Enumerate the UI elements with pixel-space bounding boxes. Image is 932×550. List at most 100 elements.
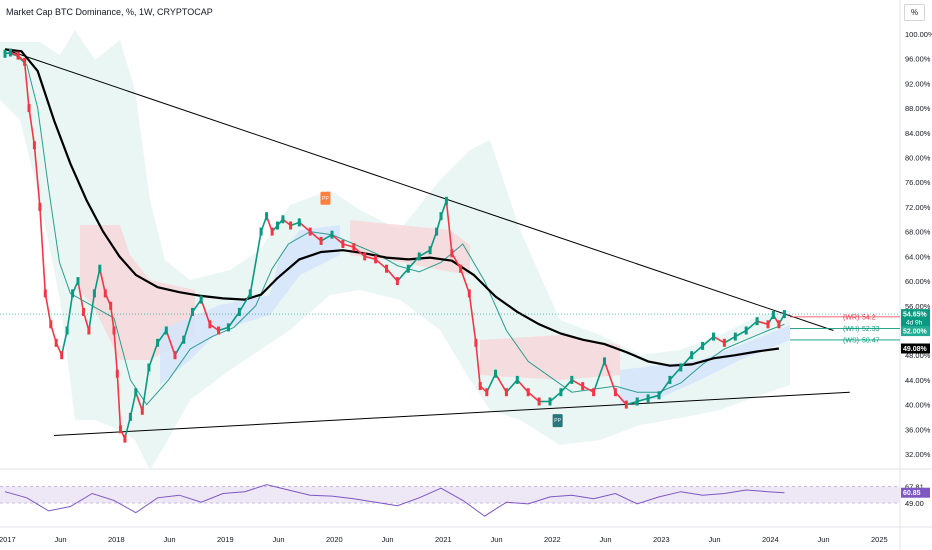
x-tick-label: Jun <box>709 535 721 544</box>
price-segment <box>342 243 355 248</box>
price-candle <box>459 264 463 273</box>
price-segment <box>505 379 518 393</box>
price-candle <box>428 246 432 255</box>
x-tick-label: 2022 <box>544 535 561 544</box>
price-segment <box>713 335 725 344</box>
price-candle <box>635 397 639 406</box>
price-candle <box>281 215 285 224</box>
price-candle <box>592 388 596 397</box>
price-segment <box>218 326 229 332</box>
price-segment <box>364 255 376 261</box>
price-candle <box>248 289 252 298</box>
price-segment <box>571 379 584 387</box>
price-candle <box>8 48 12 57</box>
price-candle <box>485 388 489 397</box>
percent-scale-button[interactable]: % <box>904 4 925 21</box>
price-segment <box>249 231 262 294</box>
price-segment <box>626 400 638 406</box>
price-badge-value: 54.65% <box>903 312 928 319</box>
y-tick-label: 48.00% <box>905 351 931 360</box>
price-candle <box>3 49 7 58</box>
price-segment <box>33 145 41 207</box>
x-tick-label: Jun <box>491 535 503 544</box>
price-candle <box>140 406 144 415</box>
x-tick-label: Jun <box>382 535 394 544</box>
rsi-band <box>0 486 900 504</box>
price-segment <box>129 392 137 418</box>
price-candle <box>27 104 31 113</box>
price-segment <box>614 391 627 406</box>
x-tick-label: 2020 <box>326 535 343 544</box>
x-tick-label: 2017 <box>0 535 16 544</box>
price-segment <box>445 200 453 254</box>
price-segment <box>669 366 682 381</box>
price-candle <box>435 227 439 236</box>
price-segment <box>183 311 194 340</box>
price-candle <box>128 412 132 421</box>
price-segment <box>23 61 30 109</box>
price-candle <box>173 351 177 360</box>
price-segment <box>647 394 660 400</box>
price-candle <box>134 388 138 397</box>
price-segment <box>39 206 47 294</box>
price-candle <box>679 363 683 372</box>
price-candle <box>87 326 91 335</box>
price-candle <box>38 202 42 211</box>
price-candle <box>103 289 107 298</box>
price-candle <box>515 375 519 384</box>
price-candle <box>330 230 334 239</box>
price-segment <box>331 234 344 245</box>
price-segment <box>516 379 529 393</box>
price-candle <box>548 397 552 406</box>
price-candle <box>208 320 212 329</box>
price-segment <box>702 335 715 347</box>
price-segment <box>238 292 251 313</box>
price-segment <box>459 268 471 294</box>
price-candle <box>76 277 80 286</box>
price-candle <box>504 388 508 397</box>
x-tick-label: 2021 <box>435 535 452 544</box>
price-candle <box>374 255 378 264</box>
price-candle <box>119 425 122 434</box>
y-tick-label: 100.00% <box>905 30 932 39</box>
level-tag: (WH) <box>843 326 859 333</box>
price-candle <box>352 243 356 252</box>
y-tick-label: 72.00% <box>905 203 931 212</box>
price-badge <box>901 309 930 328</box>
resistance-zone-red-3 <box>480 335 620 380</box>
price-candle <box>722 338 726 347</box>
price-candle <box>237 307 241 316</box>
price-candle <box>733 332 737 341</box>
price-candle <box>624 400 628 409</box>
y-tick-label: 40.00% <box>905 401 931 410</box>
price-candle <box>613 388 617 397</box>
price-segment <box>549 391 562 403</box>
price-segment <box>592 361 606 393</box>
main-plot: PP PP <box>0 30 850 468</box>
price-candle <box>319 236 323 245</box>
price-candle <box>98 264 102 273</box>
price-candle <box>199 295 203 304</box>
price-candle <box>439 212 443 221</box>
price-candle <box>526 388 530 397</box>
y-tick-label: 92.00% <box>905 79 931 88</box>
level-tag: (WS) <box>843 337 859 344</box>
price-segment <box>658 379 671 396</box>
y-tick-label: 88.00% <box>905 104 931 113</box>
x-tick-label: 2025 <box>871 535 888 544</box>
price-segment <box>227 311 241 328</box>
price-segment <box>99 268 107 294</box>
x-tick-label: Jun <box>600 535 612 544</box>
price-segment <box>28 107 36 146</box>
price-candle <box>646 394 650 403</box>
price-segment <box>353 246 366 258</box>
rsi-y-tick: 67.81 <box>905 483 924 492</box>
price-candle <box>406 264 410 273</box>
price-segment <box>44 293 52 325</box>
price-segment <box>60 330 68 356</box>
y-tick-label: 32.00% <box>905 450 931 459</box>
price-candle <box>270 227 274 236</box>
price-segment <box>77 280 85 313</box>
resistance-zone-red-2 <box>350 220 470 275</box>
y-tick-label: 36.00% <box>905 425 931 434</box>
